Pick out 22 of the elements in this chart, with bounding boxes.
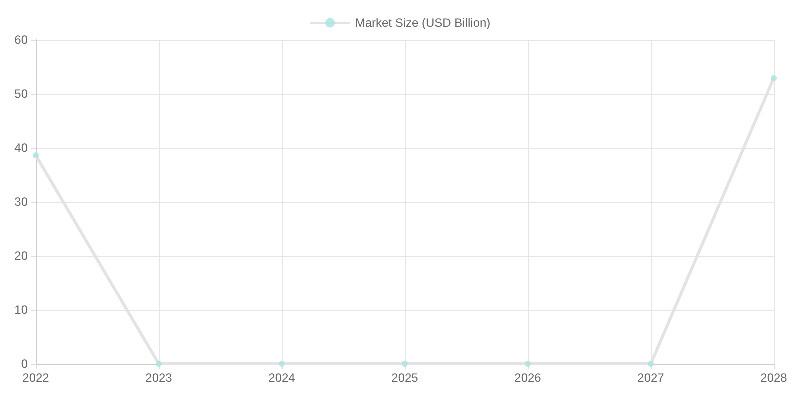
point	[33, 152, 39, 159]
y-tick-label: 40	[14, 141, 28, 155]
x-tick-label: 2022	[22, 371, 50, 385]
x-tick-label: 2026	[514, 371, 542, 385]
point	[771, 75, 777, 82]
y-tick-label: 60	[14, 33, 28, 47]
point	[402, 361, 408, 367]
x-tick-label: 2024	[268, 371, 296, 385]
x-tick-label: 2027	[638, 371, 665, 385]
point	[156, 361, 162, 367]
point	[648, 361, 654, 367]
x-tick-label: 2025	[392, 371, 419, 385]
y-tick-label: 20	[14, 249, 28, 263]
y-tick-label: 30	[14, 195, 28, 209]
y-tick-label: 0	[21, 357, 28, 371]
point	[279, 361, 285, 367]
point	[525, 361, 531, 367]
x-tick-label: 2023	[146, 371, 173, 385]
y-tick-label: 10	[14, 303, 28, 317]
y-tick-label: 50	[14, 87, 28, 101]
legend-label: Market Size (USD Billion)	[355, 16, 491, 30]
x-tick-label: 2028	[760, 371, 788, 385]
